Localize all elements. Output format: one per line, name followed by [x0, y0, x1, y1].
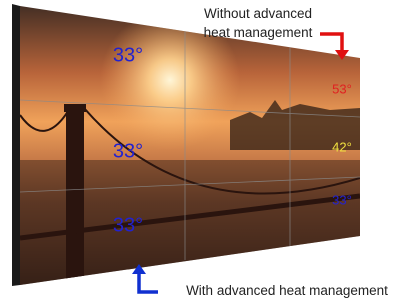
caption-top: Without advanced [204, 6, 312, 21]
temperature: 42° [332, 139, 352, 154]
caption-top: heat management [204, 25, 313, 40]
screen [12, 0, 360, 290]
temperature: 33° [113, 140, 143, 162]
temperature: 33° [332, 192, 352, 207]
temperature: 53° [332, 81, 352, 96]
arrow-blue [139, 272, 158, 292]
temperature: 33° [113, 44, 143, 66]
arrow-red [320, 34, 342, 52]
caption-bottom: With advanced heat management [186, 283, 388, 298]
video-wall-illustration: 33° 33° 33° 53° 42° 33° Without advanced… [0, 0, 399, 300]
bezel [12, 4, 20, 286]
page: 33° 33° 33° 53° 42° 33° Without advanced… [0, 0, 399, 300]
temperature: 33° [113, 214, 143, 236]
